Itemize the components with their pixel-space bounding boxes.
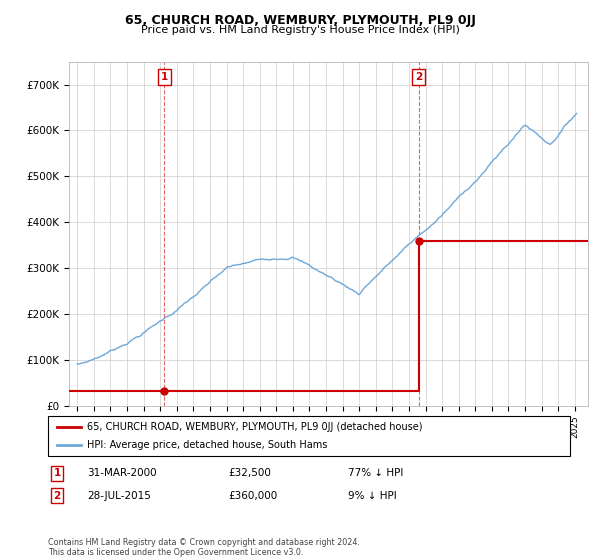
Text: 1: 1: [161, 72, 168, 82]
Text: Price paid vs. HM Land Registry's House Price Index (HPI): Price paid vs. HM Land Registry's House …: [140, 25, 460, 35]
Text: £360,000: £360,000: [228, 491, 277, 501]
Text: 1: 1: [53, 468, 61, 478]
Text: 65, CHURCH ROAD, WEMBURY, PLYMOUTH, PL9 0JJ (detached house): 65, CHURCH ROAD, WEMBURY, PLYMOUTH, PL9 …: [87, 422, 422, 432]
Text: 9% ↓ HPI: 9% ↓ HPI: [348, 491, 397, 501]
Text: 2: 2: [53, 491, 61, 501]
Text: Contains HM Land Registry data © Crown copyright and database right 2024.
This d: Contains HM Land Registry data © Crown c…: [48, 538, 360, 557]
Text: 31-MAR-2000: 31-MAR-2000: [87, 468, 157, 478]
Text: 28-JUL-2015: 28-JUL-2015: [87, 491, 151, 501]
Text: 65, CHURCH ROAD, WEMBURY, PLYMOUTH, PL9 0JJ: 65, CHURCH ROAD, WEMBURY, PLYMOUTH, PL9 …: [125, 14, 475, 27]
Text: 77% ↓ HPI: 77% ↓ HPI: [348, 468, 403, 478]
Text: £32,500: £32,500: [228, 468, 271, 478]
Text: 2: 2: [415, 72, 422, 82]
Text: HPI: Average price, detached house, South Hams: HPI: Average price, detached house, Sout…: [87, 440, 328, 450]
